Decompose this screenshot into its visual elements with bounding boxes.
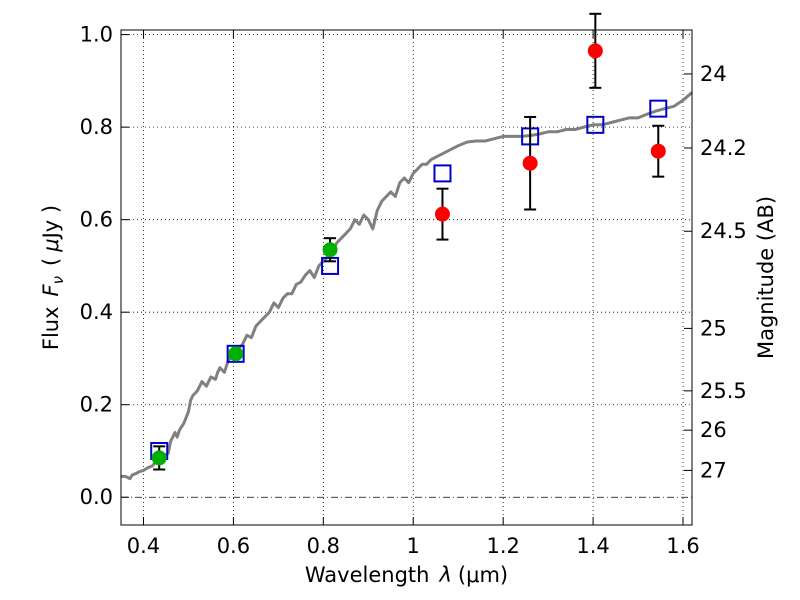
x-tick-label: 1 xyxy=(407,534,420,558)
y-tick-label: 0.8 xyxy=(80,115,113,139)
axis-ticks: 0.4 0.6 0.8 1 1.2 1.4 1.6 0.0 0.2 0.4 0.6 0.8 1.0 24 2… xyxy=(80,23,747,558)
optical-flux-point xyxy=(322,242,338,258)
y-tick-label: 1.0 xyxy=(80,23,113,47)
nir-flux-point xyxy=(522,155,538,171)
nir-flux-point xyxy=(434,206,450,222)
y-tick-label: 0.4 xyxy=(80,300,113,324)
nir-flux-point xyxy=(587,43,603,59)
y-axis-label: FluxFν(μJy ) xyxy=(39,205,67,350)
x-tick-label: 0.6 xyxy=(217,534,250,558)
y-tick-label: 0.0 xyxy=(80,485,113,509)
optical-flux-point xyxy=(151,450,167,466)
y2-axis-label: Magnitude (AB) xyxy=(754,196,778,359)
model-flux-square xyxy=(433,164,452,183)
plot-frame xyxy=(120,29,693,526)
y2-tick-label: 27 xyxy=(700,458,727,482)
y2-tick-label: 25.5 xyxy=(700,379,747,403)
y2-tick-label: 25 xyxy=(700,316,727,340)
y-tick-label: 0.6 xyxy=(80,208,113,232)
model-flux-square xyxy=(586,115,605,134)
grid xyxy=(121,30,692,525)
y2-tick-label: 26 xyxy=(700,418,727,442)
x-tick-label: 1.2 xyxy=(486,534,519,558)
x-tick-label: 0.4 xyxy=(127,534,160,558)
y2-tick-label: 24.2 xyxy=(700,136,747,160)
nir-flux-point xyxy=(650,143,666,159)
model-spectrum-line xyxy=(121,91,693,481)
x-tick-label: 1.4 xyxy=(576,534,609,558)
y2-tick-label: 24.5 xyxy=(700,219,747,243)
optical-flux-point xyxy=(228,346,244,362)
x-tick-label: 1.6 xyxy=(666,534,699,558)
model-spectrum xyxy=(121,91,693,481)
model-flux-square xyxy=(226,344,245,363)
y-tick-label: 0.2 xyxy=(80,393,113,417)
model-flux-square xyxy=(649,99,668,118)
data-points xyxy=(150,12,668,471)
y2-tick-label: 24 xyxy=(700,62,727,86)
x-tick-label: 0.8 xyxy=(307,534,340,558)
x-axis-label: Wavelength λ (μm) xyxy=(305,563,508,587)
